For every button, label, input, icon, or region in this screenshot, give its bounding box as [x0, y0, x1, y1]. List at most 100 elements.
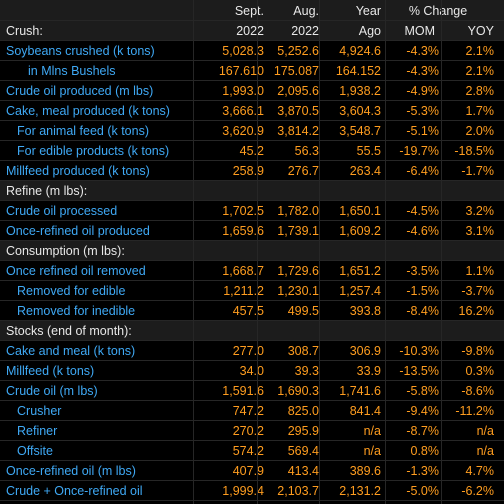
sept-2022-value: 277.0	[232, 344, 264, 358]
aug-2022-value: 56.3	[294, 144, 319, 158]
year-ago-value: 306.9	[349, 344, 381, 358]
row-label: Once-refined oil (m lbs)	[6, 464, 136, 478]
mom-change-value: -5.3%	[406, 104, 439, 118]
sept-2022-value: 1,211.2	[223, 284, 264, 298]
row-label: Removed for edible	[17, 284, 126, 298]
aug-2022-value: 276.7	[287, 164, 319, 178]
aug-2022-value: 499.5	[287, 304, 319, 318]
mom-change-value: -6.4%	[406, 164, 439, 178]
yoy-change-value: -18.5%	[454, 144, 494, 158]
aug-2022-value: 295.9	[287, 424, 319, 438]
section-header-row: Stocks (end of month):	[0, 321, 504, 341]
table-row: Crude oil produced (m lbs) 1,993.0 2,095.6…	[0, 81, 504, 101]
yoy-change-value: 2.1%	[465, 44, 495, 58]
yoy-change-value: n/a	[476, 424, 494, 438]
header-crush-label: Crush:	[6, 24, 43, 38]
row-label: Millfeed produced (k tons)	[6, 164, 150, 178]
year-ago-value: 1,741.6	[339, 384, 381, 398]
table-row: Millfeed (k tons) 34.0 39.3 33.9 -13.5% 0.3%	[0, 361, 504, 381]
row-label: Crude oil processed	[6, 204, 118, 218]
year-ago-value: 1,651.2	[339, 264, 381, 278]
year-ago-value: 3,604.3	[339, 104, 381, 118]
mom-change-value: -8.7%	[406, 424, 439, 438]
row-label: For edible products (k tons)	[17, 144, 170, 158]
year-ago-value: 164.152	[335, 64, 381, 78]
sept-2022-value: 407.9	[232, 464, 264, 478]
aug-2022-value: 175.087	[273, 64, 319, 78]
table-row: Refiner 270.2 295.9 n/a -8.7% n/a	[0, 421, 504, 441]
row-label: Millfeed (k tons)	[6, 364, 95, 378]
mom-change-value: -1.5%	[406, 284, 439, 298]
sept-2022-value: 574.2	[232, 444, 264, 458]
sept-2022-value: 167.610	[218, 64, 264, 78]
table-row: Millfeed produced (k tons) 258.9 276.7 263.…	[0, 161, 504, 181]
section-label: Refine (m lbs):	[6, 184, 88, 198]
year-ago-value: 263.4	[349, 164, 381, 178]
mom-change-value: 0.8%	[410, 444, 440, 458]
header-mom: MOM	[404, 24, 435, 38]
yoy-change-value: -9.8%	[461, 344, 494, 358]
header-divider	[0, 20, 504, 21]
section-label: Consumption (m lbs):	[6, 244, 125, 258]
mom-change-value: -10.3%	[399, 344, 439, 358]
table-row: Once refined oil removed 1,668.7 1,729.6 1,…	[0, 261, 504, 281]
year-ago-value: n/a	[363, 444, 381, 458]
row-label: Crusher	[17, 404, 62, 418]
aug-2022-value: 2,103.7	[277, 484, 319, 498]
yoy-change-value: -1.7%	[461, 164, 494, 178]
row-label: Once refined oil removed	[6, 264, 146, 278]
section-header-row: Consumption (m lbs):	[0, 241, 504, 261]
yoy-change-value: 3.2%	[465, 204, 495, 218]
yoy-change-value: 3.1%	[465, 224, 495, 238]
sept-2022-value: 457.5	[232, 304, 264, 318]
mom-change-value: -19.7%	[399, 144, 439, 158]
sept-2022-value: 258.9	[232, 164, 264, 178]
sept-2022-value: 3,666.1	[222, 104, 264, 118]
mom-change-value: -5.1%	[406, 124, 439, 138]
year-ago-value: 393.8	[349, 304, 381, 318]
aug-2022-value: 1,739.1	[277, 224, 319, 238]
table-row: Crude + Once-refined oil 1,999.4 2,103.7 2,…	[0, 481, 504, 501]
sept-2022-value: 34.0	[239, 364, 264, 378]
sept-2022-value: 1,668.7	[222, 264, 264, 278]
sept-2022-value: 45.2	[239, 144, 264, 158]
table-row: Cake, meal produced (k tons) 3,666.1 3,870…	[0, 101, 504, 121]
mom-change-value: -3.5%	[406, 264, 439, 278]
row-label: Removed for inedible	[17, 304, 136, 318]
mom-change-value: -5.8%	[406, 384, 439, 398]
year-ago-value: 1,257.4	[339, 284, 381, 298]
column-divider	[441, 0, 442, 504]
year-ago-value: 3,548.7	[339, 124, 381, 138]
header-yoy: YOY	[467, 24, 494, 38]
row-label: Soybeans crushed (k tons)	[6, 44, 155, 58]
yoy-change-value: 0.3%	[465, 364, 495, 378]
yoy-change-value: -3.7%	[461, 284, 494, 298]
aug-2022-value: 3,870.5	[277, 104, 319, 118]
column-divider	[319, 0, 320, 504]
mom-change-value: -5.0%	[406, 484, 439, 498]
row-label: Offsite	[17, 444, 53, 458]
yoy-change-value: 2.0%	[465, 124, 495, 138]
row-label: Refiner	[17, 424, 58, 438]
table-row: Soybeans crushed (k tons) 5,028.3 5,252.6 4…	[0, 41, 504, 61]
table-row: Removed for edible 1,211.2 1,230.1 1,257.4 -…	[0, 281, 504, 301]
header-year-ago: Ago	[358, 24, 381, 38]
row-label: Crude oil produced (m lbs)	[6, 84, 154, 98]
row-label: Cake and meal (k tons)	[6, 344, 136, 358]
aug-2022-value: 2,095.6	[277, 84, 319, 98]
mom-change-value: -9.4%	[406, 404, 439, 418]
row-label: Crude oil (m lbs)	[6, 384, 98, 398]
year-ago-value: n/a	[363, 424, 381, 438]
sept-2022-value: 5,028.3	[222, 44, 264, 58]
row-label: Crude + Once-refined oil	[6, 484, 143, 498]
yoy-change-value: 4.7%	[465, 464, 495, 478]
table-row: Crusher 747.2 825.0 841.4 -9.4% -11.2%	[0, 401, 504, 421]
column-divider	[257, 0, 258, 504]
table-row: Crude oil processed 1,702.5 1,782.0 1,650.1…	[0, 201, 504, 221]
table-row: Cake and meal (k tons) 277.0 308.7 306.9 -10…	[0, 341, 504, 361]
aug-2022-value: 308.7	[287, 344, 319, 358]
header-sept-year: 2022	[236, 24, 264, 38]
sept-2022-value: 1,999.4	[222, 484, 264, 498]
table-row: Once-refined oil (m lbs) 407.9 413.4 389.6 -…	[0, 461, 504, 481]
yoy-change-value: 1.7%	[465, 104, 495, 118]
